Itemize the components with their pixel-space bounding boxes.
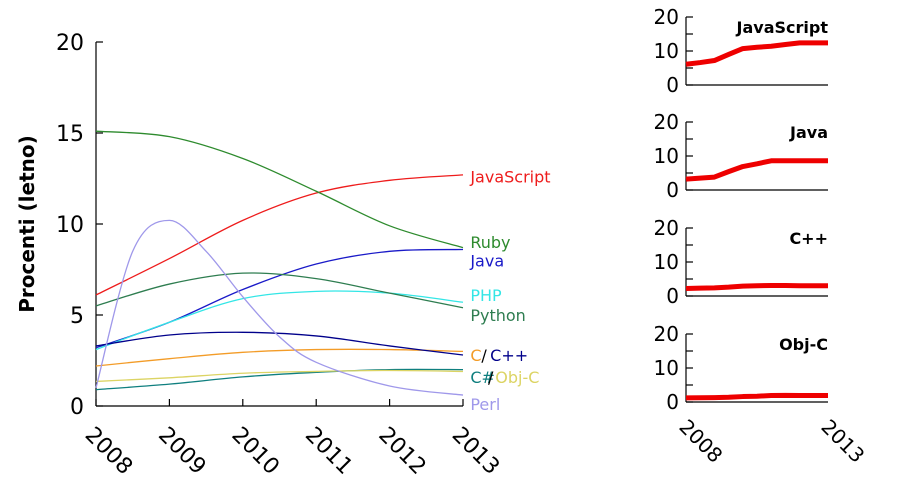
mini-chart-title: C++ (789, 229, 828, 248)
series-label-ruby: Ruby (470, 233, 510, 252)
mini-y-tick-label: 20 (654, 110, 679, 134)
series-line-c (95, 368, 464, 391)
mini-chart-c: 0 10 20 C++ (654, 216, 828, 308)
mini-y-tick-label: 20 (654, 216, 679, 240)
mini-y-tick-label: 0 (666, 284, 679, 308)
mini-series-line (685, 392, 828, 401)
series-line-c (95, 331, 464, 356)
series-label-python: Python (470, 306, 525, 325)
mini-series-line (685, 158, 828, 182)
series-line-perl (95, 219, 464, 396)
series-label-c: C# (470, 368, 495, 387)
mini-y-tick-label: 0 (666, 73, 679, 97)
series-label-obj-c: Obj-C (495, 368, 539, 387)
mini-chart-javascript: 0 10 20 JavaScript (654, 5, 829, 97)
series-label-java: Java (469, 251, 504, 270)
mini-chart-obj-c: 0 10 20 Obj-C 2008 2013 (654, 322, 870, 468)
y-tick-label: 0 (70, 395, 84, 420)
mini-series-line (685, 282, 828, 292)
series-label-javascript: JavaScript (469, 168, 550, 187)
x-tick-label: 2010 (227, 423, 284, 480)
x-tick-label: 2012 (373, 423, 430, 480)
y-tick-label: 10 (56, 213, 84, 238)
mini-y-tick-label: 20 (654, 322, 679, 346)
mini-y-tick-label: 20 (654, 5, 679, 29)
mini-x-tick-label: 2008 (674, 415, 727, 468)
mini-y-tick-label: 10 (654, 39, 679, 63)
mini-y-tick-label: 0 (666, 178, 679, 202)
series-line-javascript (95, 174, 464, 296)
mini-y-tick-label: 10 (654, 356, 679, 380)
series-label-: / (481, 346, 487, 365)
series-line-c (95, 348, 464, 367)
y-axis-title: Procenti (letno) (15, 135, 39, 313)
mini-chart-java: 0 10 20 Java (654, 110, 828, 202)
y-tick-label: 5 (70, 304, 84, 329)
mini-y-tick-label: 10 (654, 250, 679, 274)
mini-x-tick-label: 2013 (816, 415, 869, 468)
main-line-plot: 0 5 10 15 20 2008 2009 2010 2011 2012 2013 Procenti… (15, 31, 551, 480)
x-tick-label: 2008 (80, 423, 137, 480)
series-label-php: PHP (470, 286, 502, 305)
small-multiples: 0 10 20 JavaScript 0 10 20 Java 0 10 20 C++ 0 10 20 Obj… (654, 5, 870, 468)
mini-chart-title: Java (789, 123, 828, 142)
series-label-c: C (470, 346, 481, 365)
series-line-php (95, 290, 464, 351)
series-label-: / (488, 368, 494, 387)
series-line-python (95, 272, 464, 309)
mini-y-tick-label: 0 (666, 390, 679, 414)
series-label-c: C++ (490, 346, 528, 365)
mini-chart-title: Obj-C (779, 335, 828, 354)
x-tick-label: 2011 (300, 423, 357, 480)
y-tick-label: 15 (56, 122, 84, 147)
mini-y-tick-label: 10 (654, 144, 679, 168)
x-tick-label: 2009 (153, 423, 210, 480)
y-tick-label: 20 (56, 31, 84, 56)
mini-chart-title: JavaScript (736, 18, 829, 37)
mini-series-line (685, 40, 828, 67)
series-label-perl: Perl (470, 395, 500, 414)
series-line-obj-c (95, 369, 464, 383)
x-tick-label: 2013 (447, 423, 504, 480)
series-line-ruby (95, 130, 464, 249)
